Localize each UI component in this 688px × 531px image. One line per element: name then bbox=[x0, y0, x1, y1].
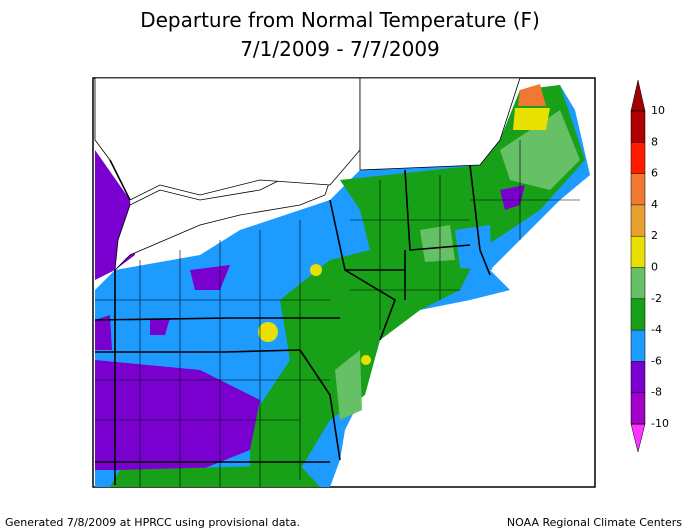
colorbar-label: 10 bbox=[651, 104, 665, 117]
colorbar-bin bbox=[631, 111, 645, 143]
colorbar-bin bbox=[631, 361, 645, 393]
colorbar-bin bbox=[631, 298, 645, 331]
colorbar-bin bbox=[631, 204, 645, 237]
footer-left: Generated 7/8/2009 at HPRCC using provis… bbox=[5, 516, 300, 529]
colorbar-label: -6 bbox=[651, 354, 662, 367]
colorbar-label: 2 bbox=[651, 229, 658, 242]
colorbar-label: -2 bbox=[651, 292, 662, 305]
colorbar-bin bbox=[631, 142, 645, 174]
colorbar-bin bbox=[631, 267, 645, 299]
colorbar-arrow-bottom bbox=[630, 423, 646, 453]
colorbar-label: -10 bbox=[651, 417, 669, 430]
colorbar-label: 4 bbox=[651, 198, 658, 211]
colorbar-bin bbox=[631, 392, 645, 424]
map bbox=[92, 77, 596, 488]
colorbar-label: -4 bbox=[651, 323, 662, 336]
colorbar-label: 6 bbox=[651, 167, 658, 180]
colorbar-label: 0 bbox=[651, 261, 658, 274]
colorbar-bin bbox=[631, 330, 645, 362]
colorbar-label: -8 bbox=[651, 386, 662, 399]
colorbar-arrow-top bbox=[630, 79, 646, 112]
subtitle: 7/1/2009 - 7/7/2009 bbox=[240, 37, 440, 61]
footer-right: NOAA Regional Climate Centers bbox=[507, 516, 682, 529]
colorbar: 10 8 6 4 2 0 -2 -4 -6 -8 -10 bbox=[630, 79, 669, 453]
title: Departure from Normal Temperature (F) bbox=[140, 8, 540, 32]
colorbar-bin bbox=[631, 236, 645, 268]
colorbar-label: 8 bbox=[651, 135, 658, 148]
colorbar-bin bbox=[631, 173, 645, 205]
